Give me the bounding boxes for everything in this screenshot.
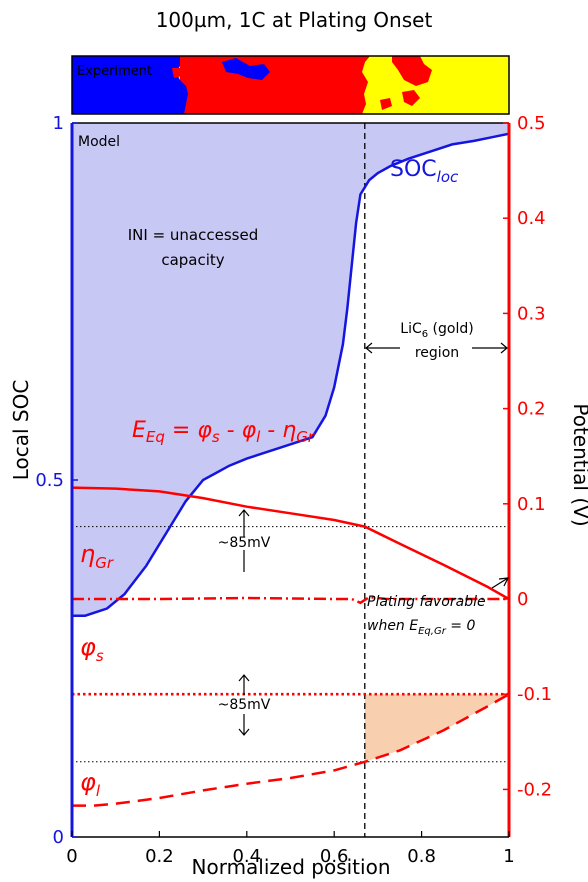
eq-equals: = xyxy=(165,418,197,443)
phi-s-sub: s xyxy=(96,647,104,665)
chart-title: 100µm, 1C at Plating Onset xyxy=(156,8,433,32)
eq-minus-2: - xyxy=(260,418,282,443)
x-axis-label: Normalized position xyxy=(192,855,391,879)
lic6-arrows xyxy=(365,342,508,354)
x-tick-label: 0.4 xyxy=(232,846,261,867)
series-soc-loc-line xyxy=(72,132,509,617)
plating-text-line2: when EEq,Gr = 0 xyxy=(367,618,475,637)
eq-eta-sub: Gr xyxy=(296,428,315,446)
experiment-strip: Experiment xyxy=(71,55,510,115)
lic6-sub: 6 xyxy=(422,329,428,340)
ini-text-line2: capacity xyxy=(161,251,224,269)
plating-sub: Eq,Gr xyxy=(418,626,447,637)
mv-lower-arrow-head-bottom xyxy=(238,728,250,736)
e-eq-equation: EEq = φs - φl - ηGr xyxy=(132,418,315,446)
phi-s-label: φs xyxy=(80,633,104,665)
right-tick-label: 0.2 xyxy=(517,399,546,420)
plating-arrow xyxy=(491,577,510,589)
series-e-eq-line xyxy=(72,486,509,601)
lic6-text-line2: region xyxy=(415,345,459,361)
eq-e: E xyxy=(132,418,146,443)
plating-eq-zero: = 0 xyxy=(446,618,476,634)
lic6-arrow-right-head xyxy=(500,342,508,354)
strip-red-patch-1 xyxy=(392,56,432,86)
lic6-arrow-left-head xyxy=(365,342,373,354)
x-axis-ticks: 0 0.2 0.4 0.6 0.8 1 xyxy=(66,831,515,867)
soc-loc-sub: loc xyxy=(437,168,459,186)
x-tick-label: 0 xyxy=(66,846,77,867)
right-tick-label: -0.2 xyxy=(517,779,552,800)
series-eta-gr-line xyxy=(72,595,509,605)
strip-red-patch-2 xyxy=(402,90,420,106)
plating-arrow-shaft xyxy=(491,577,509,589)
mv-lower-label: ~85mV xyxy=(218,697,271,713)
left-tick-label: 0 xyxy=(53,827,64,848)
lic6-rest: (gold) xyxy=(428,321,474,337)
eq-phi-l-sub: l xyxy=(256,428,261,446)
ini-text-line1: INI = unaccessed xyxy=(128,226,258,244)
right-tick-label: 0.4 xyxy=(517,208,546,229)
strip-red-region xyxy=(180,56,370,114)
right-tick-label: 0 xyxy=(517,589,528,610)
eq-minus-1: - xyxy=(220,418,242,443)
strip-red-in-blue xyxy=(172,68,182,78)
strip-red-patch-3 xyxy=(380,98,392,110)
phi-s-main: φ xyxy=(80,633,96,661)
strip-border xyxy=(71,55,510,115)
unaccessed-capacity-fill xyxy=(72,123,509,616)
eq-phi-s: φ xyxy=(197,418,212,443)
plating-when: when E xyxy=(367,618,418,634)
eta-gr-main: η xyxy=(80,540,95,568)
soc-loc-main: SOC xyxy=(390,157,437,182)
plating-text-line1: Plating favorable xyxy=(367,594,486,610)
x-tick-label: 0.6 xyxy=(320,846,349,867)
eta-gr-sub: Gr xyxy=(95,554,114,572)
strip-blue-region xyxy=(72,56,188,114)
model-label: Model xyxy=(78,134,120,150)
mv-lower-arrow xyxy=(238,674,250,736)
mv-upper-arrow-head-top xyxy=(238,509,250,517)
plating-arrow-head xyxy=(498,577,510,587)
eq-phi-s-sub: s xyxy=(212,428,220,446)
left-axis-ticks: 00.51 xyxy=(35,113,78,848)
mv-upper-label: ~85mV xyxy=(218,535,271,551)
right-tick-label: -0.1 xyxy=(517,684,552,705)
eta-gr-label: ηGr xyxy=(80,540,114,572)
x-tick-label: 1 xyxy=(503,846,514,867)
left-tick-label: 0.5 xyxy=(35,470,64,491)
x-tick-label: 0.2 xyxy=(145,846,174,867)
eq-eta: η xyxy=(282,418,296,443)
phi-l-sub: l xyxy=(96,782,101,800)
right-tick-label: 0.3 xyxy=(517,303,546,324)
eq-phi-l: φ xyxy=(242,418,257,443)
phi-l-label: φl xyxy=(80,768,101,800)
right-tick-label: 0.5 xyxy=(517,113,546,134)
right-axis-ticks: -0.2 -0.1 0 0.1 0.2 0.3 0.4 0.5 xyxy=(503,113,552,800)
phi-l-main: φ xyxy=(80,768,96,796)
lic6-text-line1: LiC6 (gold) xyxy=(400,321,473,340)
strip-blue-patch xyxy=(222,58,270,80)
right-tick-label: 0.1 xyxy=(517,494,546,515)
eq-e-sub: Eq xyxy=(146,428,165,446)
x-tick-label: 0.8 xyxy=(407,846,436,867)
series-phi-l-line xyxy=(72,693,509,807)
left-tick-label: 1 xyxy=(53,113,64,134)
soc-loc-label: SOCloc xyxy=(390,157,459,186)
right-axis-label: Potential (V) xyxy=(569,403,588,526)
mv-upper-arrow xyxy=(238,509,250,572)
plating-region-fill xyxy=(364,694,509,762)
strip-yellow-patch-1 xyxy=(374,70,400,96)
left-axis-label: Local SOC xyxy=(9,380,33,481)
lic6-main: LiC xyxy=(400,321,422,337)
experiment-label: Experiment xyxy=(77,64,152,79)
mv-lower-arrow-head-top xyxy=(238,674,250,682)
